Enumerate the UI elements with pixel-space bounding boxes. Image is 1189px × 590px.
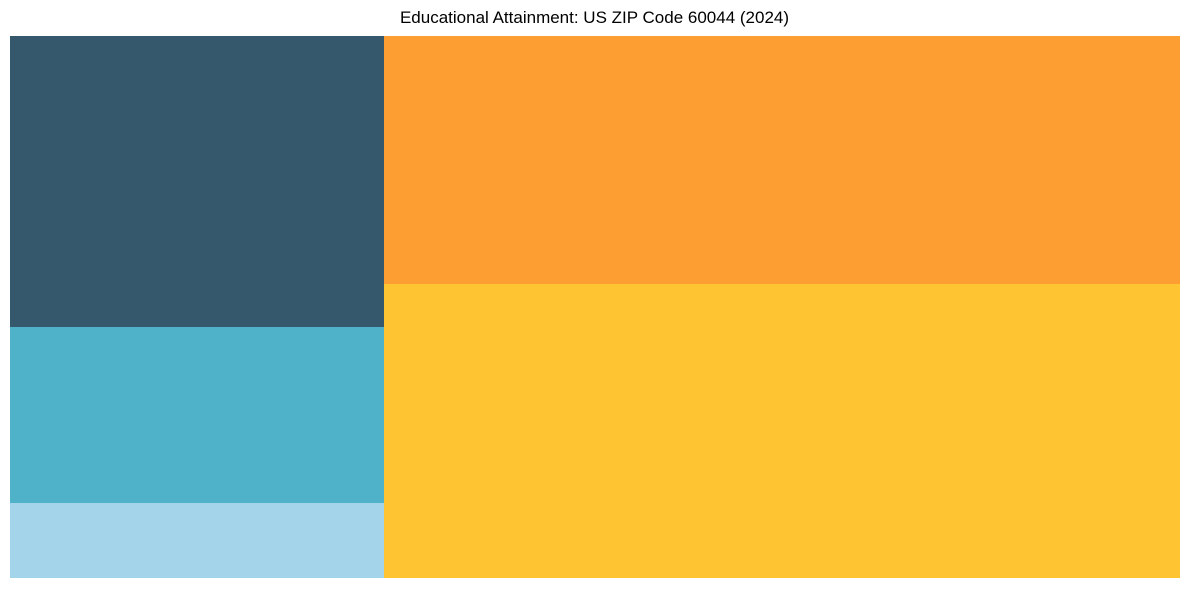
- treemap-segment-orange: [384, 36, 1180, 285]
- treemap-segment-light-blue: [10, 502, 385, 578]
- treemap-segment-teal: [10, 326, 385, 503]
- treemap-column-left: [10, 36, 385, 578]
- treemap-plot-area: [10, 36, 1180, 578]
- treemap-column-right: [384, 36, 1180, 578]
- treemap-segment-yellow: [384, 284, 1180, 578]
- chart-title: Educational Attainment: US ZIP Code 6004…: [399, 8, 790, 27]
- treemap-segment-dark-slate: [10, 36, 385, 327]
